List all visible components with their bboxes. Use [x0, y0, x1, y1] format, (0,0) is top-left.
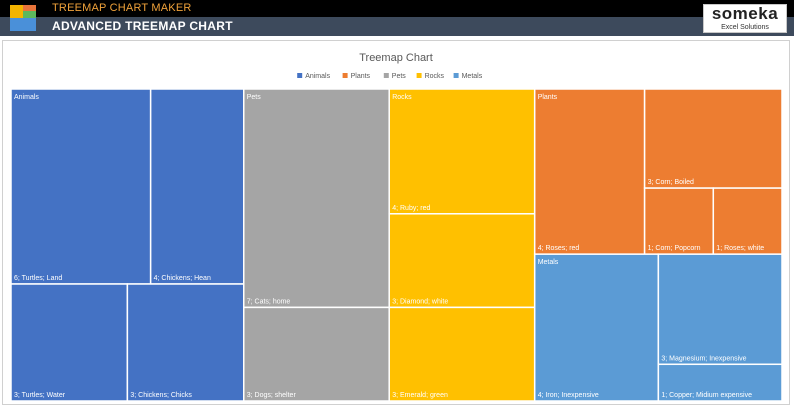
treemap-cell-pets-1 [243, 306, 390, 402]
brand-name: someka [711, 4, 779, 23]
cell-label-plants-3: 1; Roses; white [716, 245, 764, 252]
treemap-cell-animals-0 [10, 88, 152, 285]
legend-marker-animals [297, 73, 303, 78]
legend-marker-metals [453, 73, 459, 78]
group-label-rocks: Rocks [392, 94, 412, 101]
treemap-chart: Treemap Chart Animals Plants Pets Rocks Metal… [10, 52, 783, 402]
cell-label-plants-1: 3; Corn; Boiled [648, 179, 694, 186]
legend-marker-plants [342, 73, 348, 78]
cell-label-plants-0: 4; Roses; red [538, 245, 580, 252]
legend-label-animals: Animals [305, 73, 330, 80]
cell-label-animals-3: 3; Chickens; Chicks [130, 392, 192, 399]
group-label-pets: Pets [247, 94, 262, 101]
cell-label-metals-2: 1; Copper; Midium expensive [661, 392, 752, 399]
chart-area[interactable]: Treemap Chart Animals Plants Pets Rocks Metal… [2, 40, 790, 405]
cell-label-rocks-1: 3; Diamond; white [392, 298, 448, 305]
cell-label-animals-2: 3; Turtles; Water [14, 392, 66, 399]
treemap-cell-animals-2 [10, 283, 129, 402]
treemap-cell-rocks-1 [388, 213, 536, 309]
brand-logo[interactable]: someka Excel Solutions [703, 4, 787, 33]
title-bar [0, 0, 794, 17]
cell-label-pets-0: 7; Cats; home [247, 298, 291, 305]
treemap-cell-metals-2 [657, 363, 783, 402]
treemap-cell-rocks-2 [388, 306, 536, 402]
cell-label-animals-1: 4; Chickens; Hean [154, 275, 211, 282]
cell-label-pets-1: 3; Dogs; shelter [247, 392, 297, 399]
legend-label-rocks: Rocks [425, 73, 445, 80]
group-label-plants: Plants [538, 94, 558, 101]
treemap-cell-animals-1 [149, 88, 245, 285]
legend-marker-rocks [416, 73, 422, 78]
cell-label-metals-0: 4; Iron; Inexpensive [538, 392, 599, 399]
treemap-cell-pets-0 [243, 88, 390, 309]
cell-label-plants-2: 1; Corn; Popcorn [648, 245, 701, 252]
chart-title: Treemap Chart [359, 52, 433, 64]
treemap-cell-metals-0 [533, 253, 660, 402]
group-label-animals: Animals [14, 94, 39, 101]
group-label-metals: Metals [538, 259, 559, 266]
logo-square-3 [23, 11, 36, 18]
legend-label-plants: Plants [351, 73, 371, 80]
logo-square-4 [10, 18, 36, 31]
legend-label-pets: Pets [392, 73, 407, 80]
cell-label-metals-1: 3; Magnesium; Inexpensive [661, 355, 746, 362]
page-title: ADVANCED TREEMAP CHART [52, 19, 233, 33]
treemap-cell-plants-1 [643, 88, 783, 189]
subtitle-bar [0, 17, 794, 36]
cell-label-rocks-2: 3; Emerald; green [392, 392, 448, 399]
treemap-cell-metals-1 [657, 253, 783, 366]
logo-square-1 [10, 5, 23, 18]
treemap-cell-plants-2 [643, 187, 715, 255]
cell-label-rocks-0: 4; Ruby; red [392, 205, 430, 212]
legend-marker-pets [383, 73, 389, 78]
logo-square-2 [23, 5, 36, 11]
treemap-cell-plants-3 [712, 187, 783, 255]
app-name: TREEMAP CHART MAKER [52, 2, 192, 14]
brand-tagline: Excel Solutions [721, 24, 769, 31]
treemap-cell-animals-3 [126, 283, 245, 402]
treemap-cell-rocks-0 [388, 88, 536, 215]
cell-label-animals-0: 6; Turtles; Land [14, 275, 62, 282]
treemap-cell-plants-0 [533, 88, 646, 255]
treemap-logo-icon [10, 5, 36, 31]
legend-label-metals: Metals [462, 73, 483, 80]
